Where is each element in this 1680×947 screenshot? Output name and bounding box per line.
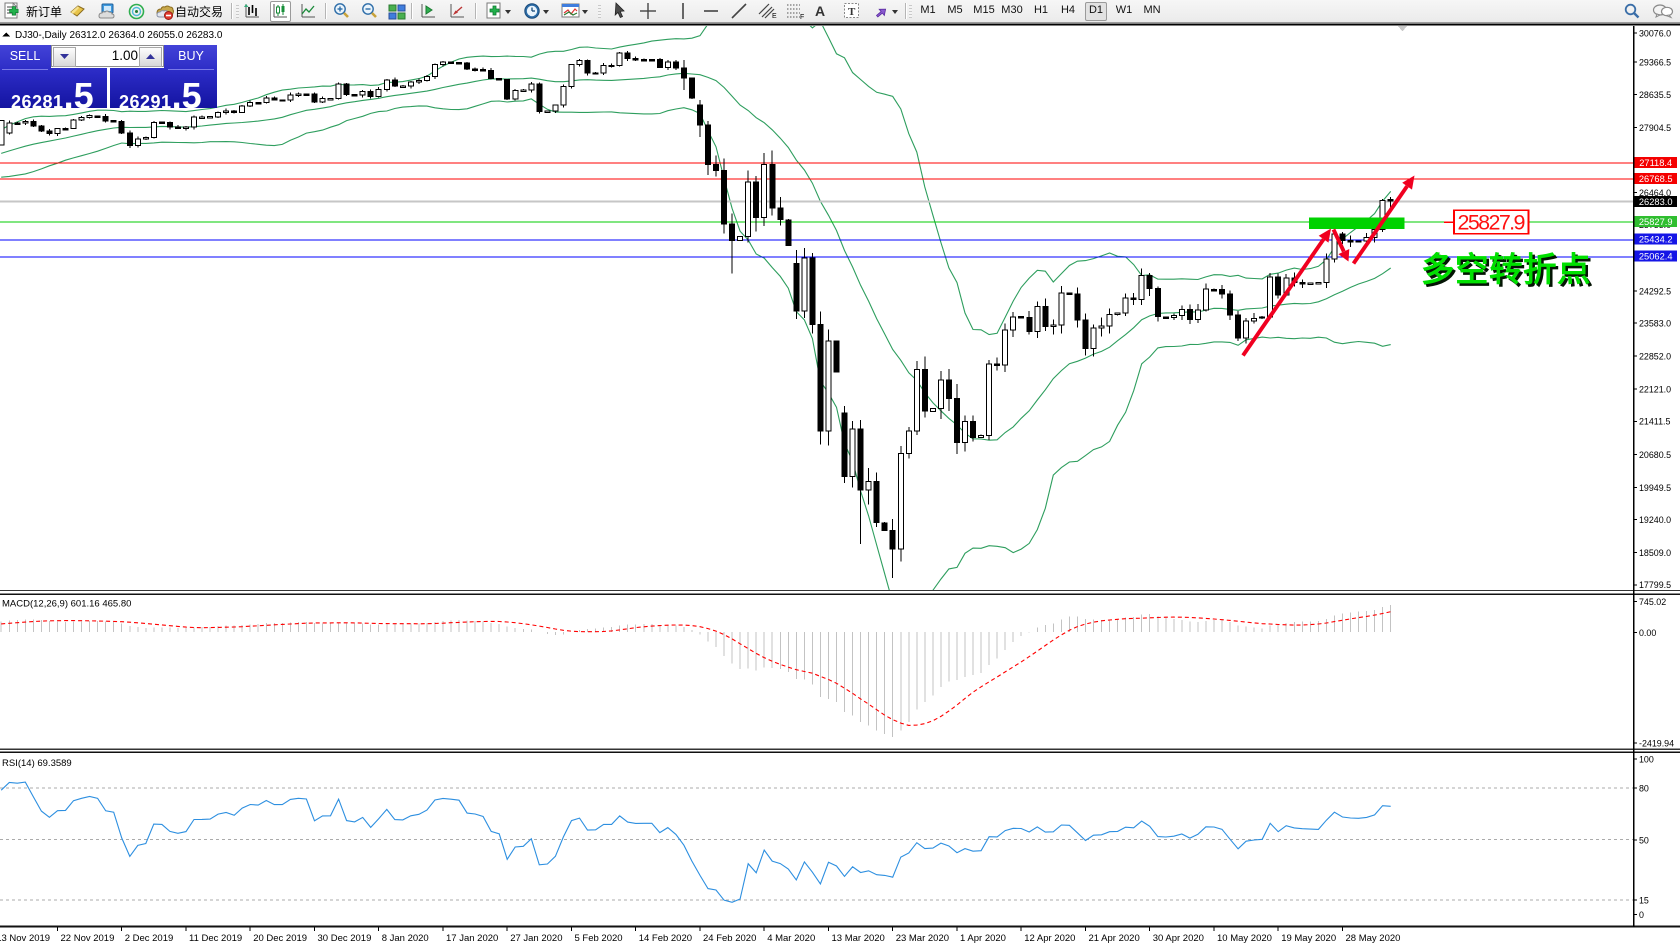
svg-text:T: T	[848, 6, 856, 18]
svg-text:19240.0: 19240.0	[1639, 515, 1671, 525]
svg-text:21 Apr 2020: 21 Apr 2020	[1089, 933, 1140, 944]
svg-text:17799.5: 17799.5	[1639, 580, 1671, 590]
svg-text:30076.0: 30076.0	[1639, 28, 1671, 38]
svg-text:10 May 2020: 10 May 2020	[1217, 933, 1272, 944]
svg-text:19 May 2020: 19 May 2020	[1281, 933, 1336, 944]
svg-text:22852.0: 22852.0	[1639, 352, 1671, 362]
svg-text:24292.5: 24292.5	[1639, 286, 1671, 296]
svg-text:17 Jan 2020: 17 Jan 2020	[446, 933, 498, 944]
svg-text:26768.5: 26768.5	[1639, 174, 1673, 184]
svg-text:29366.5: 29366.5	[1639, 57, 1671, 67]
svg-text:745.02: 745.02	[1639, 597, 1666, 607]
svg-text:100: 100	[1639, 754, 1654, 764]
svg-text:MACD(12,26,9) 601.16 465.80: MACD(12,26,9) 601.16 465.80	[2, 599, 131, 610]
svg-text:20 Dec 2019: 20 Dec 2019	[253, 933, 307, 944]
svg-text:30 Apr 2020: 30 Apr 2020	[1153, 933, 1204, 944]
svg-text:E: E	[772, 13, 777, 20]
svg-text:18509.0: 18509.0	[1639, 548, 1671, 558]
svg-text:28 May 2020: 28 May 2020	[1346, 933, 1401, 944]
svg-text:0.00: 0.00	[1639, 628, 1656, 638]
svg-text:13 Nov 2019: 13 Nov 2019	[0, 933, 50, 944]
svg-text:22121.0: 22121.0	[1639, 385, 1671, 395]
svg-text:13 Mar 2020: 13 Mar 2020	[832, 933, 885, 944]
svg-text:多空转折点: 多空转折点	[1421, 252, 1591, 289]
svg-text:12 Apr 2020: 12 Apr 2020	[1024, 933, 1075, 944]
svg-text:0: 0	[1639, 910, 1644, 920]
svg-text:2 Dec 2019: 2 Dec 2019	[125, 933, 174, 944]
svg-text:24 Feb 2020: 24 Feb 2020	[703, 933, 756, 944]
svg-text:25434.2: 25434.2	[1639, 235, 1673, 245]
svg-text:RSI(14) 69.3589: RSI(14) 69.3589	[2, 758, 72, 769]
svg-text:50: 50	[1639, 835, 1649, 845]
svg-text:1 Apr 2020: 1 Apr 2020	[960, 933, 1006, 944]
svg-text:25062.4: 25062.4	[1639, 252, 1673, 262]
svg-text:27118.4: 27118.4	[1639, 158, 1672, 168]
svg-text:14 Feb 2020: 14 Feb 2020	[639, 933, 692, 944]
svg-text:5 Feb 2020: 5 Feb 2020	[575, 933, 623, 944]
svg-text:27 Jan 2020: 27 Jan 2020	[510, 933, 562, 944]
svg-text:F: F	[800, 14, 804, 20]
svg-text:22 Nov 2019: 22 Nov 2019	[61, 933, 115, 944]
svg-text:20680.5: 20680.5	[1639, 450, 1671, 460]
svg-text:11 Dec 2019: 11 Dec 2019	[189, 933, 242, 944]
svg-text:15: 15	[1639, 895, 1649, 905]
svg-text:26283.0: 26283.0	[1639, 197, 1673, 207]
svg-text:23 Mar 2020: 23 Mar 2020	[896, 933, 949, 944]
svg-text:21411.5: 21411.5	[1639, 417, 1670, 427]
svg-text:80: 80	[1639, 783, 1649, 793]
svg-text:23583.0: 23583.0	[1639, 318, 1671, 328]
svg-text:26464.0: 26464.0	[1639, 188, 1671, 198]
svg-text:25827.9: 25827.9	[1458, 211, 1526, 235]
svg-text:25827.9: 25827.9	[1639, 217, 1673, 227]
svg-text:DJ30-,Daily 26312.0 26364.0 2: DJ30-,Daily 26312.0 26364.0 26055.0 2628…	[15, 30, 223, 41]
svg-text:-2419.94: -2419.94	[1639, 738, 1674, 748]
svg-text:8 Jan 2020: 8 Jan 2020	[382, 933, 429, 944]
svg-text:27904.5: 27904.5	[1639, 123, 1671, 133]
svg-text:30 Dec 2019: 30 Dec 2019	[318, 933, 372, 944]
svg-text:19949.5: 19949.5	[1639, 483, 1671, 493]
svg-text:4 Mar 2020: 4 Mar 2020	[767, 933, 815, 944]
svg-text:28635.5: 28635.5	[1639, 90, 1671, 100]
